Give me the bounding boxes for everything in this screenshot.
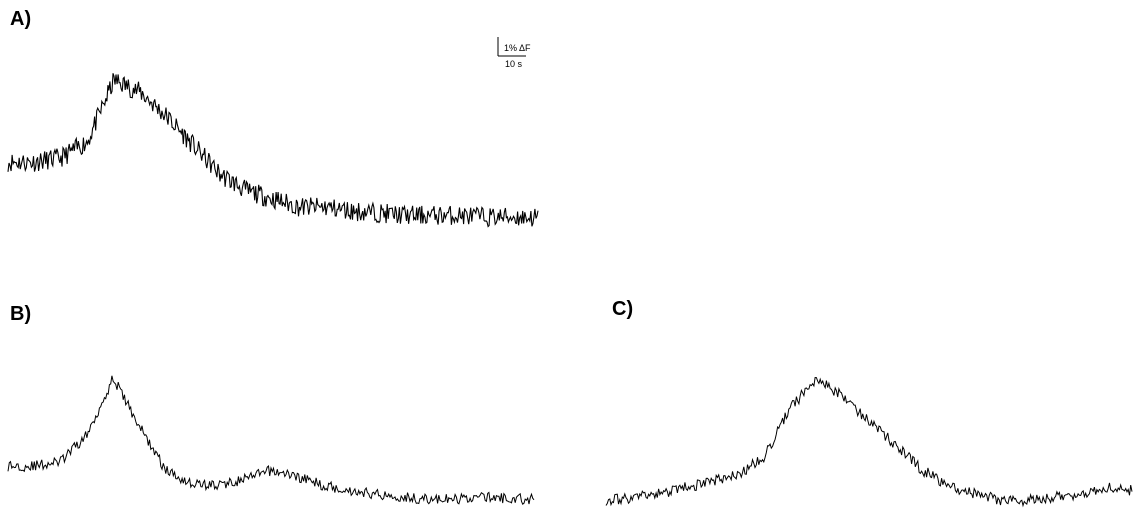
scale-bar [497, 37, 526, 57]
scale-time-label: 10 s [505, 59, 523, 69]
scale-amplitude-label: 1% ΔF [504, 43, 531, 53]
trace-line-a [7, 73, 539, 228]
trace-line-c [605, 376, 1133, 508]
panel-label-c: C) [612, 298, 634, 320]
panel-label-a: A) [10, 8, 32, 30]
panel-label-b: B) [10, 303, 32, 325]
trace-line-b [7, 375, 535, 505]
